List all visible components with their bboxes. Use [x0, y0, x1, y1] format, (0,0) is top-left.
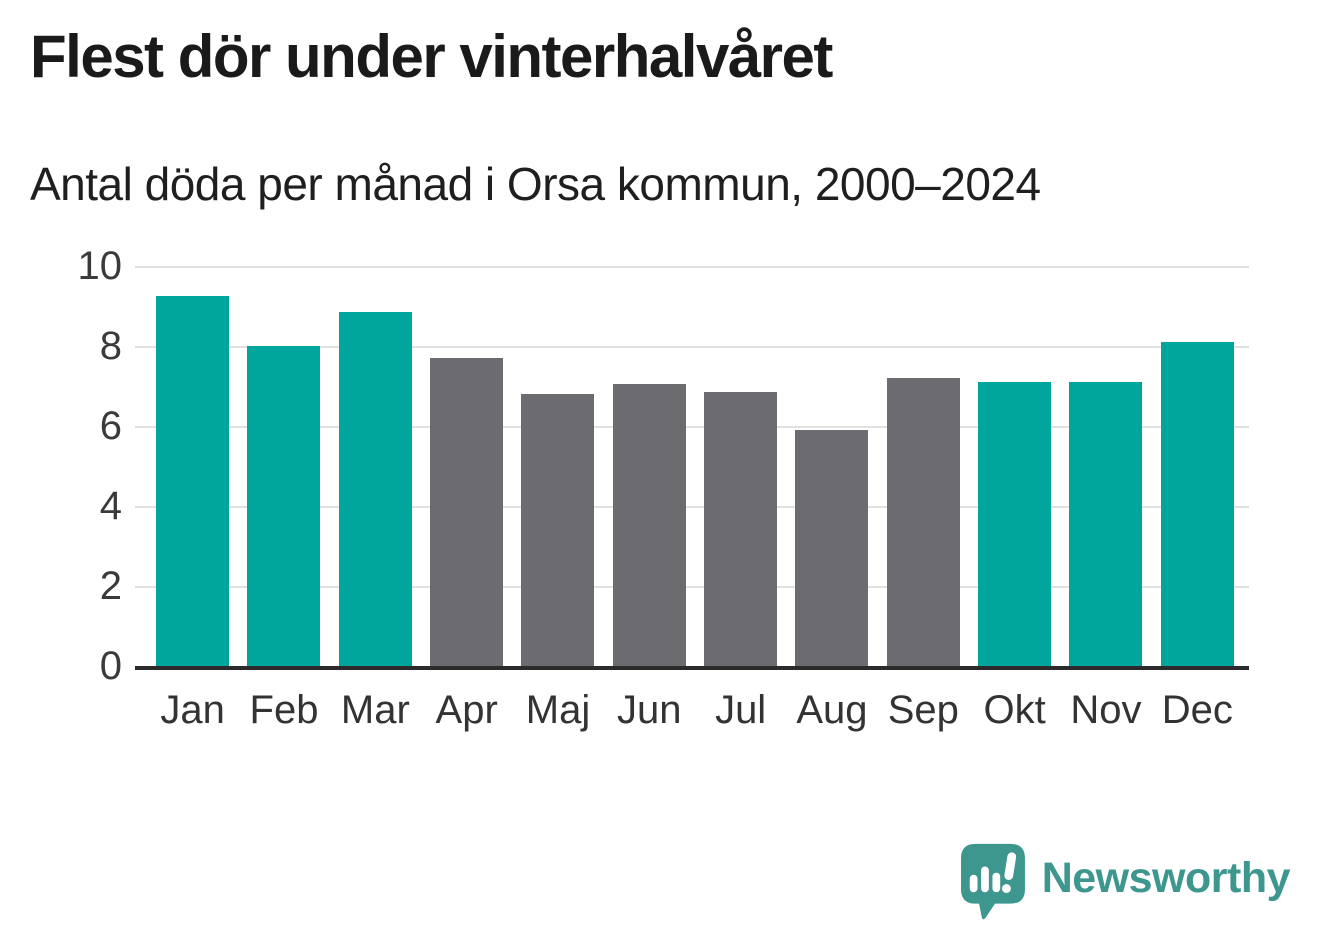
x-tick-label-maj: Maj	[525, 688, 591, 732]
bar-cell	[512, 266, 603, 666]
x-axis: Jan Feb Mar Apr Maj Jun Jul Aug Sep Okt Nov Dec	[147, 686, 1243, 734]
y-tick-label: 8	[99, 324, 122, 368]
bar-jun	[612, 384, 686, 666]
bar-cell	[238, 266, 329, 666]
gridline	[135, 346, 1249, 348]
bars-row	[147, 266, 1243, 666]
y-tick-label: 2	[99, 564, 122, 608]
x-tick-label-jan: Jan	[160, 688, 225, 732]
x-tick-label-aug: Aug	[796, 688, 868, 732]
x-tick-label-okt: Okt	[983, 688, 1046, 732]
bar-cell	[969, 266, 1060, 666]
bar-feb	[247, 346, 321, 666]
bar-aug	[795, 430, 869, 666]
bar-jan	[156, 296, 230, 666]
bar-cell	[786, 266, 877, 666]
bar-cell	[421, 266, 512, 666]
newsworthy-logo-icon	[960, 843, 1025, 920]
bar-jul	[704, 392, 778, 666]
bar-apr	[430, 358, 504, 666]
bar-cell	[1152, 266, 1243, 666]
bar-sep	[886, 378, 960, 666]
bar-mar	[338, 312, 412, 666]
brand-footer: Newsworthy	[960, 843, 1291, 923]
bar-dec	[1160, 342, 1234, 666]
bar-cell	[878, 266, 969, 666]
y-axis: 0 2 4 6 8 10	[0, 246, 123, 686]
y-tick-label: 4	[99, 484, 122, 528]
gridline	[135, 426, 1249, 428]
y-tick-label: 6	[99, 404, 122, 448]
x-tick-label-feb: Feb	[249, 688, 319, 732]
gridline	[135, 266, 1249, 268]
x-tick-label-apr: Apr	[435, 688, 498, 732]
x-tick-label-mar: Mar	[340, 688, 410, 732]
bar-cell	[604, 266, 695, 666]
gridline	[135, 506, 1249, 508]
bar-cell	[147, 266, 238, 666]
x-tick-label-jul: Jul	[715, 688, 767, 732]
bar-okt	[978, 382, 1052, 666]
bar-maj	[521, 394, 595, 666]
x-tick-label-nov: Nov	[1070, 688, 1142, 732]
chart-title: Flest dör under vinterhalvåret	[30, 23, 833, 90]
bar-cell	[330, 266, 421, 666]
bar-cell	[1060, 266, 1151, 666]
gridline	[135, 586, 1249, 588]
x-tick-label-dec: Dec	[1161, 688, 1233, 732]
x-tick-label-jun: Jun	[617, 688, 682, 732]
y-tick-label: 10	[77, 244, 123, 288]
bar-nov	[1069, 382, 1143, 666]
plot-area	[135, 266, 1249, 670]
newsworthy-wordmark: Newsworthy	[1041, 854, 1291, 902]
chart-subtitle: Antal döda per månad i Orsa kommun, 2000…	[30, 158, 1041, 210]
bar-cell	[695, 266, 786, 666]
x-tick-label-sep: Sep	[887, 688, 959, 732]
y-tick-label: 0	[99, 644, 122, 688]
